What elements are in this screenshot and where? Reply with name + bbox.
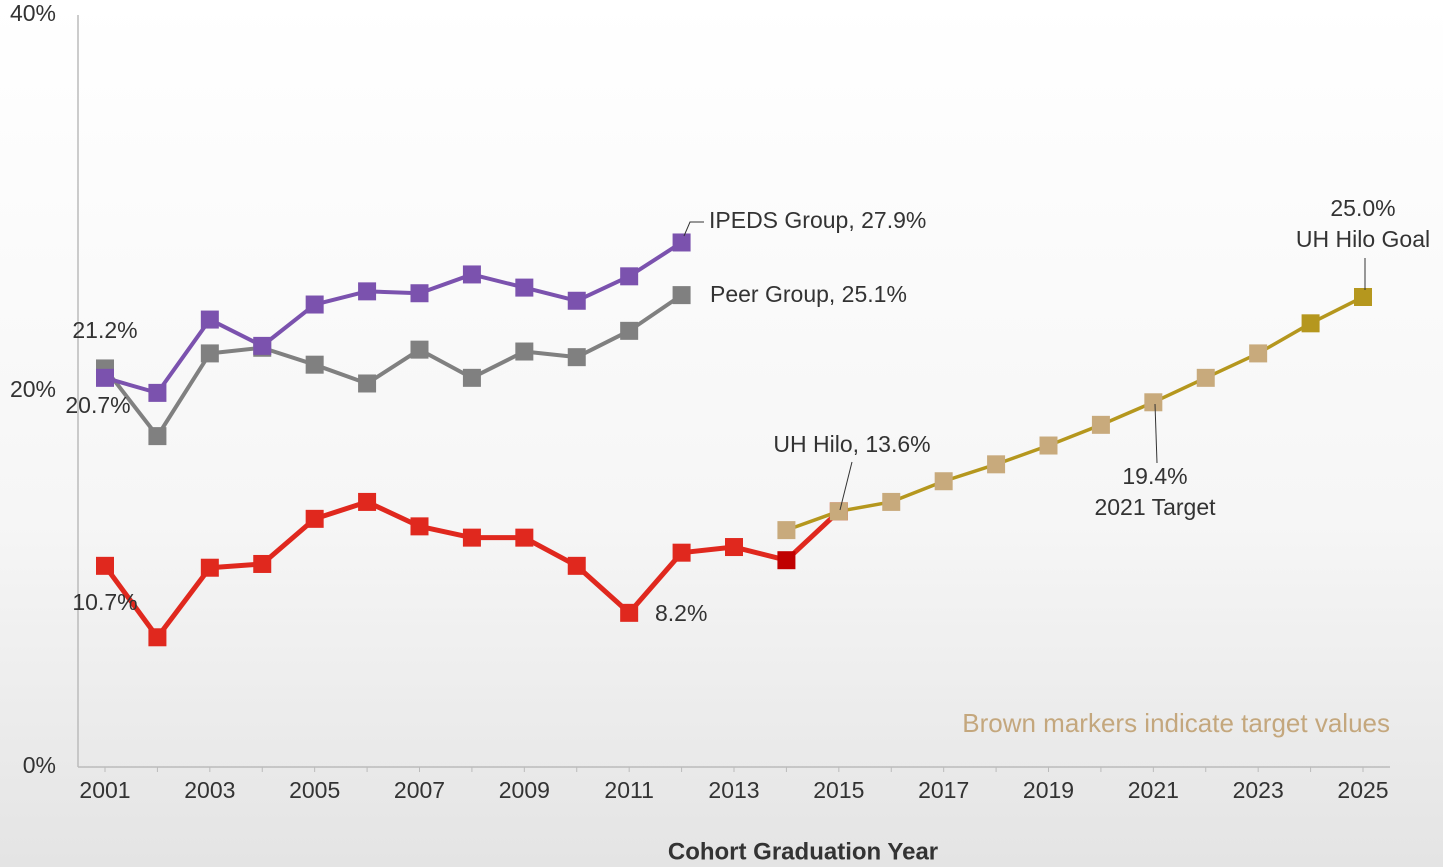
annotation: 19.4% (1122, 463, 1187, 489)
marker (148, 628, 167, 647)
marker (305, 295, 324, 314)
x-tick-label: 2003 (184, 777, 235, 803)
marker (200, 558, 219, 577)
annotation: IPEDS Group, 27.9% (709, 207, 926, 233)
series-line (104, 240, 683, 395)
annotation: UH Hilo, 13.6% (773, 431, 930, 457)
marker (725, 538, 743, 557)
marker (200, 310, 219, 329)
marker (1301, 314, 1320, 333)
marker (1144, 393, 1163, 412)
marker (1249, 344, 1268, 363)
marker (410, 284, 429, 303)
marker (620, 267, 639, 286)
x-tick-label: 2019 (1023, 777, 1074, 803)
marker (934, 472, 953, 491)
marker (305, 355, 324, 374)
leader-line (683, 221, 704, 237)
marker (567, 556, 586, 575)
marker (253, 336, 272, 355)
marker (358, 282, 377, 301)
annotation: 10.7% (72, 589, 137, 615)
x-tick-label: 2025 (1337, 777, 1388, 803)
marker (620, 603, 639, 622)
marker (148, 427, 167, 446)
x-axis-title: Cohort Graduation Year (668, 838, 938, 865)
marker (462, 528, 481, 547)
annotation: Peer Group, 25.1% (710, 281, 907, 307)
y-tick-label: 20% (10, 376, 56, 402)
marker (777, 521, 796, 540)
y-tick-label: 0% (23, 752, 56, 778)
series-line (785, 295, 1364, 532)
marker (672, 233, 691, 252)
marker (567, 348, 586, 367)
marker (305, 509, 324, 528)
x-tick-label: 2015 (813, 777, 864, 803)
marker (1091, 415, 1110, 434)
x-tick-label: 2007 (394, 777, 445, 803)
leader-line (1154, 403, 1158, 464)
x-tick-label: 2017 (918, 777, 969, 803)
marker (515, 278, 534, 297)
x-tick-label: 2001 (79, 777, 130, 803)
marker (358, 374, 377, 393)
annotation: 2021 Target (1094, 494, 1216, 520)
marker (462, 265, 481, 284)
marker (567, 291, 586, 310)
marker (410, 340, 429, 359)
x-tick-label: 2009 (499, 777, 550, 803)
marker (148, 383, 167, 402)
marker (1196, 368, 1215, 387)
marker (515, 342, 534, 361)
marker (882, 492, 901, 511)
marker (358, 492, 377, 511)
annotation: 25.0% (1330, 195, 1395, 221)
x-tick-label: 2023 (1233, 777, 1284, 803)
marker (200, 344, 219, 363)
marker (672, 286, 691, 305)
marker (1354, 288, 1372, 306)
marker (1039, 436, 1058, 455)
marker (410, 517, 429, 536)
annotation: 20.7% (65, 392, 130, 418)
annotation: UH Hilo Goal (1296, 226, 1430, 252)
marker (96, 368, 114, 387)
annotation: 8.2% (655, 600, 707, 626)
x-tick-label: 2011 (604, 777, 653, 803)
x-tick-label: 2005 (289, 777, 340, 803)
marker (620, 321, 639, 340)
series-line (103, 293, 683, 439)
y-tick-label: 40% (10, 0, 56, 26)
marker (829, 502, 848, 521)
marker (515, 528, 534, 547)
leader-line (839, 461, 853, 511)
marker (96, 556, 114, 575)
annotation: Brown markers indicate target values (962, 708, 1390, 738)
x-tick-label: 2013 (708, 777, 759, 803)
marker (672, 543, 691, 562)
marker (462, 368, 481, 387)
annotation: 21.2% (72, 317, 137, 343)
x-tick-label: 2021 (1128, 777, 1179, 803)
marker (253, 554, 272, 573)
marker (777, 551, 796, 570)
marker (987, 455, 1006, 474)
